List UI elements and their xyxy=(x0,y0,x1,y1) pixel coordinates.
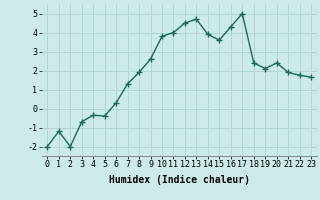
X-axis label: Humidex (Indice chaleur): Humidex (Indice chaleur) xyxy=(109,175,250,185)
